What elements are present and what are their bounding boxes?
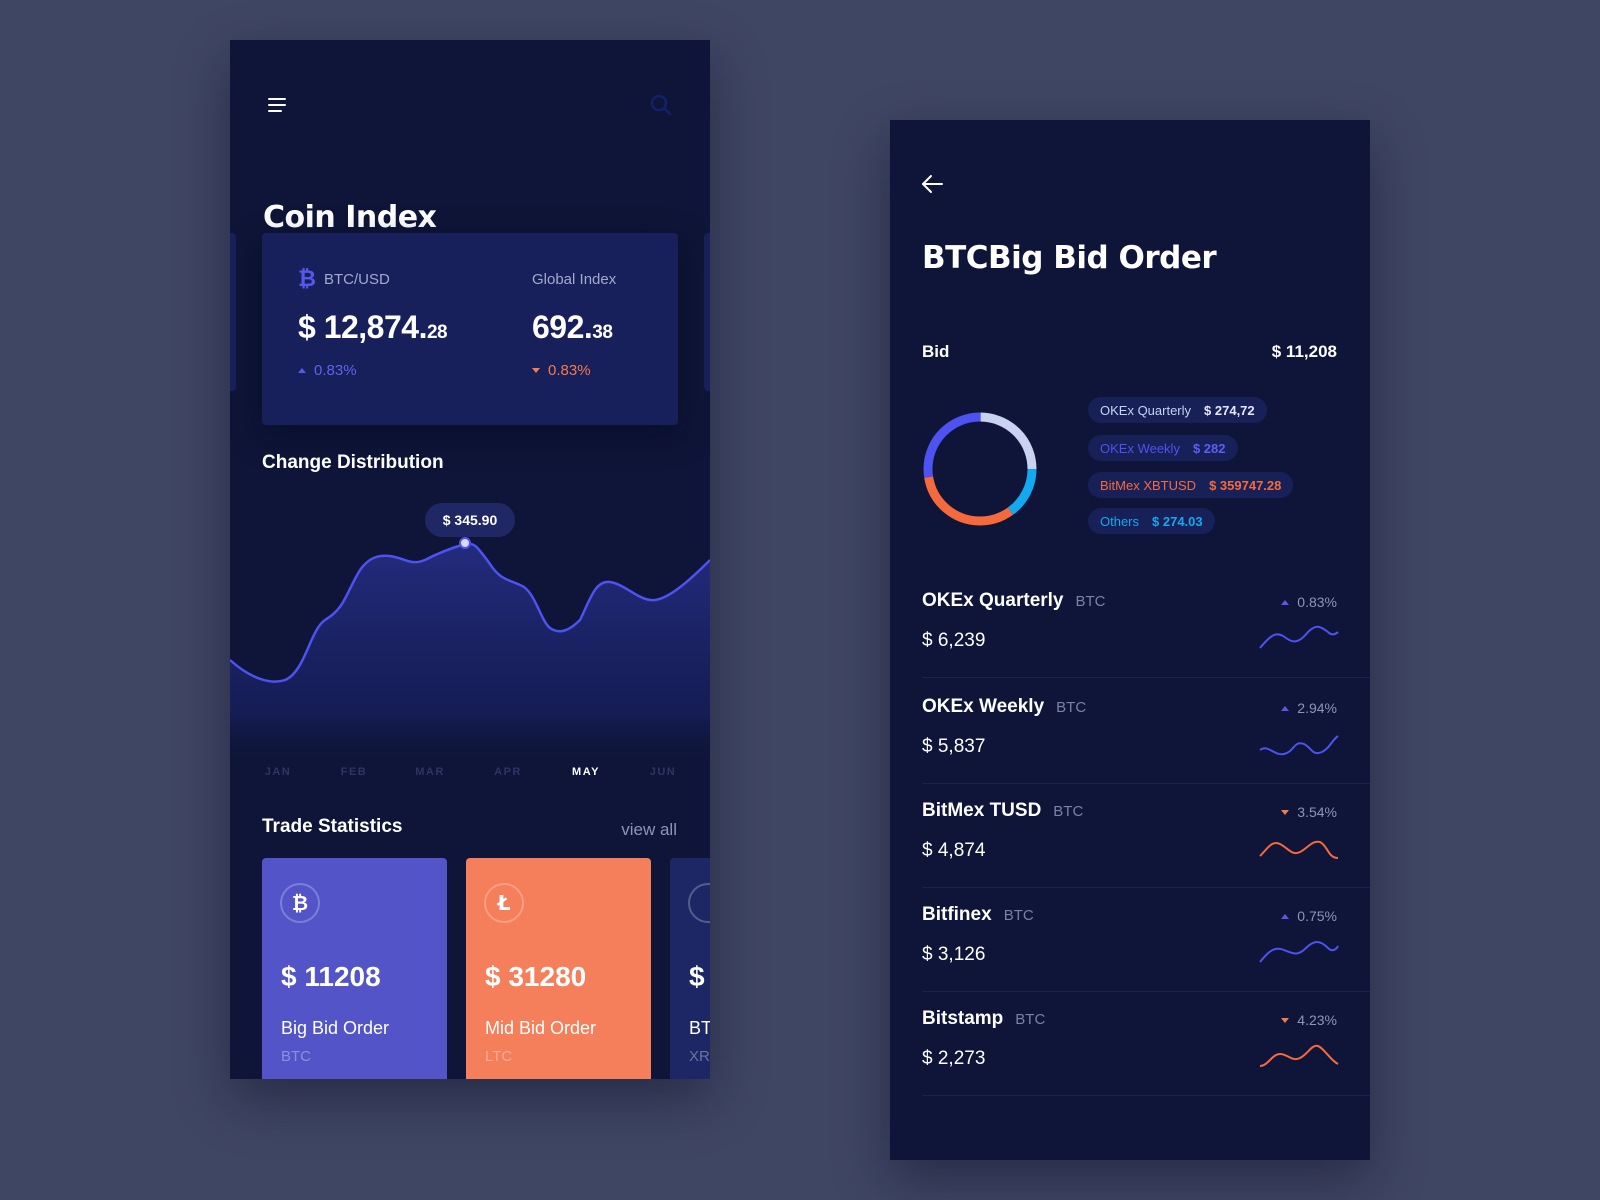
down-triangle-icon: [1281, 809, 1290, 815]
global-label: Global Index: [532, 270, 617, 288]
exchange-change: 3.54%: [1281, 804, 1337, 820]
trade-card-third[interactable]: $ BT XR: [670, 858, 710, 1079]
month-may[interactable]: MAY: [572, 766, 600, 778]
bitcoin-icon: ₿: [298, 267, 316, 292]
prev-index-card[interactable]: [230, 233, 236, 391]
exchange-change: 2.94%: [1281, 700, 1337, 716]
exchange-row-okex-weekly[interactable]: OKEx Weekly BTC $ 5,837 2.94%: [922, 678, 1370, 784]
trade-card-name: Big Bid Order: [281, 1018, 390, 1038]
up-triangle-icon: [1281, 913, 1290, 919]
month-jun[interactable]: JUN: [649, 766, 677, 778]
exchange-row-bitmex-tusd[interactable]: BitMex TUSD BTC $ 4,874 3.54%: [922, 782, 1370, 888]
btc-usd-block: ₿ BTC/USD $ 12,874.28 0.83%: [298, 267, 448, 379]
page-title: BTCBig Bid Order: [922, 240, 1217, 276]
bid-order-detail-screen: BTCBig Bid Order Bid $ 11,208 OKEx Quart…: [890, 120, 1370, 1160]
month-mar[interactable]: MAR: [415, 766, 445, 778]
exchange-change: 0.83%: [1281, 594, 1337, 610]
month-axis: JAN FEB MAR APR MAY JUN: [230, 766, 710, 780]
exchange-row-bitstamp[interactable]: Bitstamp BTC $ 2,273 4.23%: [922, 990, 1370, 1096]
index-card[interactable]: ₿ BTC/USD $ 12,874.28 0.83% Global Index…: [262, 233, 678, 425]
next-index-card[interactable]: [704, 233, 710, 391]
trade-card-value: $ 31280: [485, 961, 587, 992]
chart-tooltip: $ 345.90: [425, 503, 515, 537]
change-distribution-title: Change Distribution: [262, 452, 444, 473]
down-triangle-icon: [1281, 1017, 1290, 1023]
exchange-price: $ 5,837: [922, 736, 986, 757]
exchange-price: $ 4,874: [922, 840, 986, 861]
trade-card-coin: XR: [689, 1048, 710, 1065]
up-triangle-icon: [1281, 705, 1290, 711]
exchange-price: $ 2,273: [922, 1048, 986, 1069]
exchange-change: 0.75%: [1281, 908, 1337, 924]
trade-card-name: BT: [689, 1018, 710, 1038]
up-triangle-icon: [298, 368, 306, 373]
trade-card-coin: BTC: [281, 1048, 311, 1065]
sparkline-up: [1259, 735, 1339, 756]
global-index-block: Global Index 692.38 0.83%: [532, 269, 616, 379]
down-triangle-icon: [532, 368, 540, 373]
exchange-price: $ 3,126: [922, 944, 986, 965]
global-value: 692.38: [532, 309, 613, 345]
sparkline-up: [1259, 625, 1339, 649]
legend-others[interactable]: Others $ 274.03: [1088, 508, 1215, 534]
trade-card-coin: LTC: [485, 1048, 513, 1065]
litecoin-icon: Ł: [484, 883, 524, 923]
trade-card-value: $ 11208: [281, 961, 381, 992]
pair-value: $ 12,874.28: [298, 309, 448, 345]
bid-value: $ 11,208: [1271, 342, 1337, 361]
month-feb[interactable]: FEB: [340, 766, 368, 778]
pair-change: 0.83%: [298, 362, 447, 379]
view-all-link[interactable]: view all: [621, 820, 677, 839]
exchange-change: 4.23%: [1281, 1012, 1337, 1028]
arrow-left-icon[interactable]: [920, 172, 946, 196]
ripple-icon: [688, 883, 710, 923]
pair-label: BTC/USD: [323, 270, 390, 288]
trade-card-value: $: [689, 961, 705, 992]
chart-point-marker: [459, 537, 471, 549]
month-apr[interactable]: APR: [494, 766, 522, 778]
change-distribution-chart[interactable]: [230, 520, 710, 770]
sparkline-down: [1259, 1044, 1339, 1067]
bid-donut-chart[interactable]: [921, 410, 1039, 528]
up-triangle-icon: [1281, 599, 1290, 605]
exchange-price: $ 6,239: [922, 630, 986, 651]
sparkline-down: [1259, 840, 1339, 859]
trade-statistics-title: Trade Statistics: [262, 816, 403, 837]
trade-card-mid-bid[interactable]: Ł $ 31280 Mid Bid Order LTC: [466, 858, 651, 1079]
page-title: Coin Index: [263, 200, 437, 235]
sparkline-up: [1259, 941, 1339, 963]
legend-okex-quarterly[interactable]: OKEx Quarterly $ 274,72: [1088, 397, 1267, 423]
exchange-row-okex-quarterly[interactable]: OKEx Quarterly BTC $ 6,239 0.83%: [922, 572, 1370, 678]
month-jan[interactable]: JAN: [264, 766, 292, 778]
trade-card-name: Mid Bid Order: [485, 1018, 597, 1038]
hamburger-menu-icon[interactable]: [268, 98, 288, 114]
trade-card-big-bid[interactable]: ₿ $ 11208 Big Bid Order BTC: [262, 858, 447, 1079]
legend-okex-weekly[interactable]: OKEx Weekly $ 282: [1088, 435, 1238, 461]
legend-bitmex-xbtusd[interactable]: BitMex XBTUSD $ 359747.28: [1088, 472, 1294, 498]
global-change: 0.83%: [532, 362, 616, 379]
coin-index-screen: Coin Index ₿ BTC/USD $ 12,874.28 0.83% G…: [230, 40, 710, 1079]
bitcoin-icon: ₿: [280, 883, 320, 923]
bid-label: Bid: [922, 342, 950, 361]
exchange-row-bitfinex[interactable]: Bitfinex BTC $ 3,126 0.75%: [922, 886, 1370, 992]
search-icon[interactable]: [650, 94, 672, 116]
